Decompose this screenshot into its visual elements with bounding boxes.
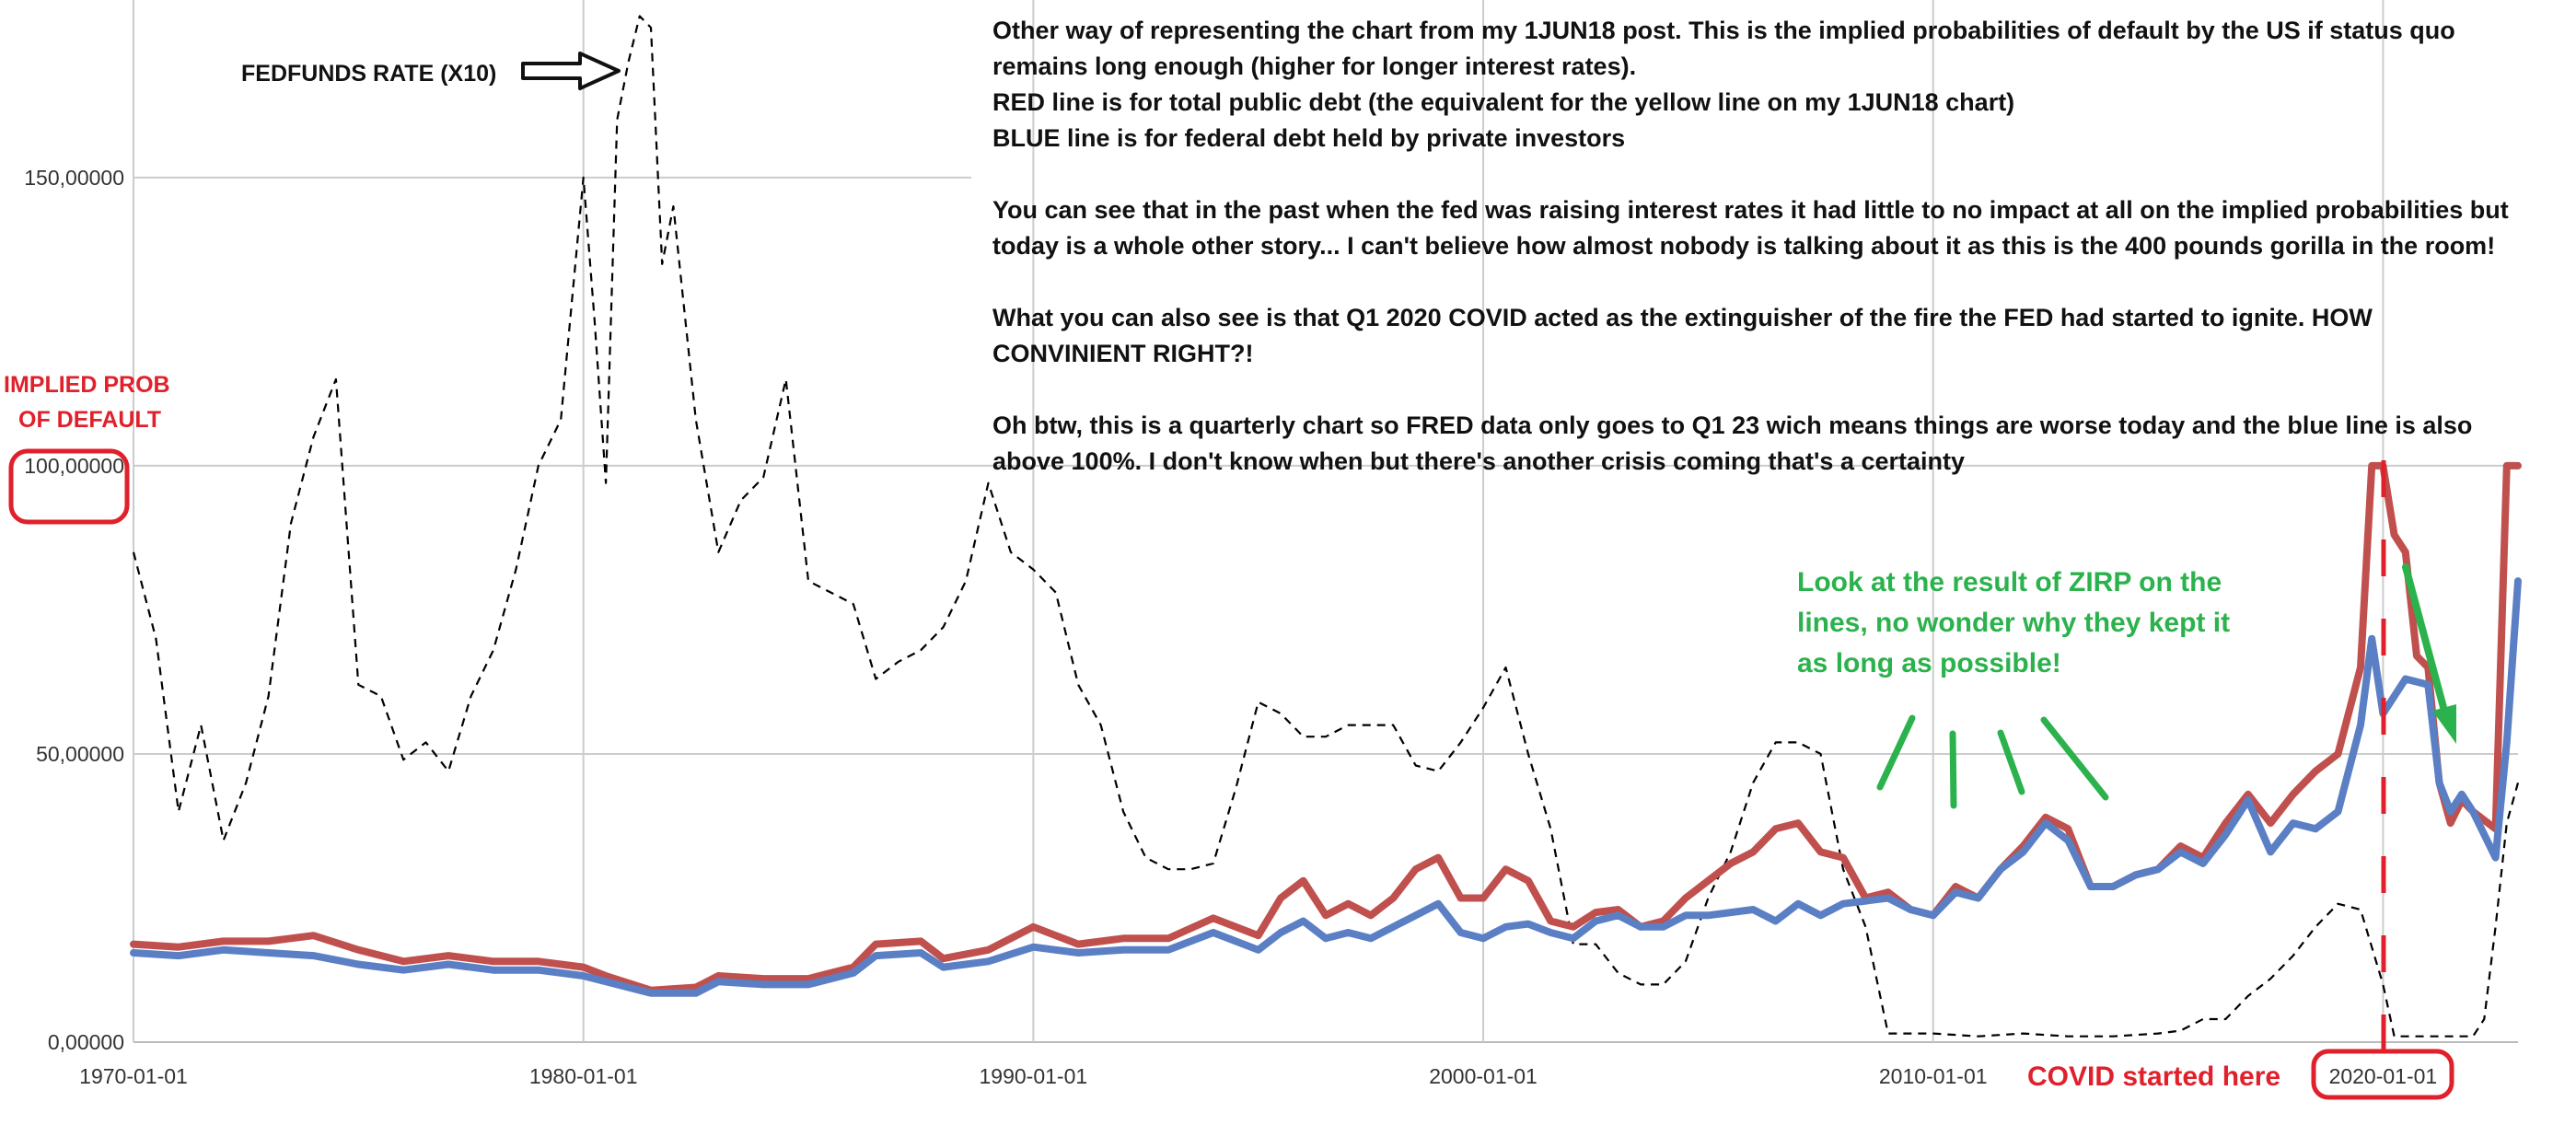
x-tick-label: 2010-01-01 <box>1879 1064 1988 1088</box>
zirp-note-line1: Look at the result of ZIRP on the <box>1797 567 2222 597</box>
implied-prob-label-line2: OF DEFAULT <box>18 407 161 433</box>
series-line-2 <box>130 577 2522 997</box>
chart-tick-labels: 0,00000 50,00000 100,00000 150,00000 1970-01… <box>24 166 2437 1088</box>
commentary-p2-line1: You can see that in the past when the fe… <box>992 196 2509 224</box>
green-arrow-icon <box>2402 563 2456 744</box>
covid-date-highlight-box <box>2311 1049 2454 1100</box>
commentary-p3-line1: What you can also see is that Q1 2020 CO… <box>992 304 2373 331</box>
x-tick-label: 1970-01-01 <box>79 1064 188 1088</box>
covid-label: COVID started here <box>2027 1061 2280 1092</box>
y-tick-label: 0,00000 <box>48 1030 124 1054</box>
x-tick-label: 2020-01-01 <box>2329 1064 2438 1088</box>
zirp-stroke-1 <box>1876 714 1916 791</box>
commentary-p2-line2: today is a whole other story... I can't … <box>992 232 2496 260</box>
commentary-paragraph-4: Oh btw, this is a quarterly chart so FRE… <box>992 408 2567 480</box>
zirp-note-line3: as long as possible! <box>1797 648 2061 678</box>
commentary-p1-line1: Other way of representing the chart from… <box>992 17 2455 44</box>
implied-prob-label-line1: IMPLIED PROB <box>4 372 170 398</box>
commentary-p1-line4: BLUE line is for federal debt held by pr… <box>992 124 1626 152</box>
series-line-1 <box>130 461 2522 994</box>
commentary-paragraph-1: Other way of representing the chart from… <box>992 13 2567 157</box>
y-100-highlight-box <box>8 448 130 525</box>
hollow-arrow-icon <box>521 52 621 90</box>
chart-series-layer <box>130 15 2522 1038</box>
zirp-note-line2: lines, no wonder why they kept it <box>1797 608 2230 638</box>
zirp-stroke-3 <box>1997 729 2025 795</box>
x-tick-label: 2000-01-01 <box>1429 1064 1537 1088</box>
y-tick-label: 150,00000 <box>24 166 124 190</box>
x-tick-label: 1990-01-01 <box>980 1064 1088 1088</box>
zirp-stroke-4 <box>2040 716 2109 801</box>
commentary-paragraph-2: You can see that in the past when the fe… <box>992 192 2567 264</box>
zirp-stroke-2 <box>1949 730 1957 809</box>
y-tick-label: 100,00000 <box>24 454 124 478</box>
x-tick-label: 1980-01-01 <box>529 1064 638 1088</box>
commentary-p1-line2: remains long enough (higher for longer i… <box>992 52 1637 80</box>
commentary-p3-line2: CONVINIENT RIGHT?! <box>992 340 1254 367</box>
series-line-0 <box>132 15 2520 1038</box>
commentary-paragraph-3: What you can also see is that Q1 2020 CO… <box>992 300 2567 372</box>
commentary-block: Other way of representing the chart from… <box>992 13 2567 480</box>
commentary-p1-line3: RED line is for total public debt (the e… <box>992 88 2015 116</box>
zirp-pointer-strokes <box>1876 714 2109 809</box>
fedfunds-label: FEDFUNDS RATE (X10) <box>241 61 496 87</box>
commentary-p4-line2: above 100%. I don't know when but there'… <box>992 447 1966 475</box>
commentary-p4-line1: Oh btw, this is a quarterly chart so FRE… <box>992 412 2473 439</box>
y-tick-label: 50,00000 <box>36 742 124 766</box>
